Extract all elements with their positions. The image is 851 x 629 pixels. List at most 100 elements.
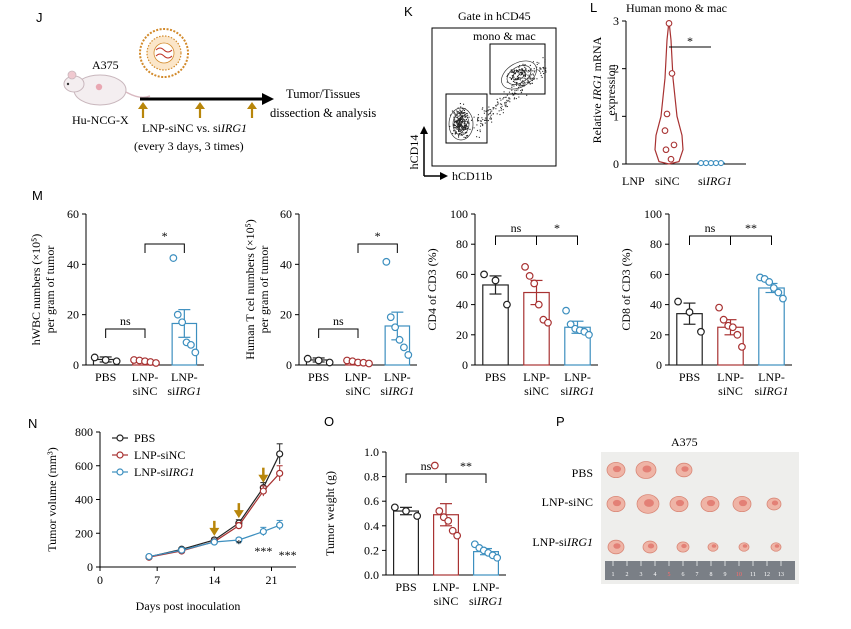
data-point	[662, 146, 670, 154]
data-point	[386, 313, 395, 322]
flow-event	[506, 99, 508, 101]
flow-event	[461, 134, 463, 136]
tumor-highlight	[613, 543, 621, 549]
flow-event	[539, 68, 541, 70]
data-point	[661, 127, 669, 134]
flow-event	[453, 112, 455, 114]
flow-event	[458, 123, 460, 125]
flow-event	[461, 110, 463, 112]
ruler-number: 13	[778, 572, 784, 578]
data-point	[187, 340, 195, 349]
flow-event	[491, 121, 493, 123]
flow-event	[518, 73, 520, 75]
data-point	[585, 330, 593, 339]
flow-event	[515, 89, 517, 91]
data-point	[493, 553, 502, 562]
flow-event	[464, 131, 466, 134]
data-point	[738, 342, 746, 351]
flow-event	[477, 114, 479, 116]
x-tick-label-2: siIRG1	[167, 384, 201, 398]
flow-event	[479, 120, 482, 122]
ruler-number: 8	[710, 572, 713, 578]
x-tick-label-2: siNC	[718, 384, 743, 398]
flow-event	[527, 74, 529, 76]
data-point	[733, 330, 742, 339]
flow-event	[457, 136, 460, 138]
flow-event	[514, 92, 516, 94]
flow-event	[454, 124, 456, 126]
x-tick-label: LNP-	[758, 370, 785, 384]
violin-xcat-siirg1: siIRG1	[698, 174, 732, 188]
flow-event	[457, 125, 459, 127]
flow-event	[525, 70, 528, 72]
flow-event	[465, 124, 467, 127]
flow-event	[484, 117, 486, 119]
flow-event	[460, 118, 462, 120]
flow-event	[458, 111, 460, 113]
violin-title: Human mono & mac	[626, 1, 727, 15]
flow-event	[514, 92, 516, 94]
flow-event	[541, 76, 543, 78]
legend-label: LNP-siIRG1	[134, 465, 195, 479]
flow-event	[517, 86, 520, 89]
flow-event	[454, 133, 456, 135]
flow-event	[509, 76, 511, 79]
flow-event	[515, 82, 517, 84]
data-point	[670, 141, 678, 149]
lnp-nanoparticle-icon	[139, 28, 189, 78]
flow-event	[512, 80, 514, 83]
legend-label: PBS	[134, 431, 155, 445]
flow-event	[524, 68, 527, 70]
flow-event	[522, 70, 524, 72]
flow-event	[465, 123, 467, 125]
flow-event	[463, 128, 465, 130]
tumor-highlight	[612, 465, 622, 473]
flow-event	[513, 97, 516, 99]
x-tick-label: LNP-	[564, 370, 591, 384]
flow-event	[534, 70, 536, 72]
flow-event	[459, 113, 461, 115]
flow-event	[490, 117, 492, 119]
flow-event	[467, 121, 469, 123]
flow-event	[477, 118, 479, 120]
y-tick-label: 2	[613, 62, 619, 76]
significance-label: **	[745, 221, 757, 235]
flow-event	[454, 132, 456, 134]
photo-row-sinc: LNP-siNC	[542, 495, 593, 509]
flow-event	[508, 97, 510, 99]
flow-event	[487, 110, 489, 112]
y-tick-label: 0	[73, 358, 79, 372]
flow-event	[517, 70, 519, 72]
flow-event	[524, 64, 526, 66]
flow-event	[479, 131, 481, 133]
flow-event	[503, 97, 505, 99]
flow-event	[488, 106, 490, 108]
data-point	[674, 297, 682, 306]
flow-event	[503, 91, 505, 93]
y-tick-label: 0.8	[364, 470, 379, 484]
flow-event	[527, 82, 529, 84]
x-tick-label: LNP-	[523, 370, 550, 384]
flow-ylabel: hCD14	[407, 135, 421, 170]
flow-event	[495, 105, 497, 107]
data-point	[521, 262, 529, 271]
flow-event	[453, 124, 455, 126]
data-point	[444, 516, 453, 525]
significance-label: *	[375, 229, 381, 243]
flow-contours	[448, 60, 537, 141]
flow-event	[466, 127, 468, 130]
flow-event	[506, 81, 508, 83]
flow-event	[460, 122, 462, 124]
flow-event	[516, 78, 518, 80]
flow-event	[458, 133, 460, 135]
flow-event	[522, 84, 524, 86]
flow-event	[462, 109, 464, 111]
flow-event	[524, 66, 526, 68]
flow-event	[507, 100, 509, 102]
data-point	[276, 469, 284, 477]
tumor-highlight	[675, 499, 685, 507]
flow-event	[514, 81, 516, 83]
flow-event	[524, 82, 526, 84]
flow-event	[512, 94, 514, 96]
flow-event	[463, 129, 465, 131]
